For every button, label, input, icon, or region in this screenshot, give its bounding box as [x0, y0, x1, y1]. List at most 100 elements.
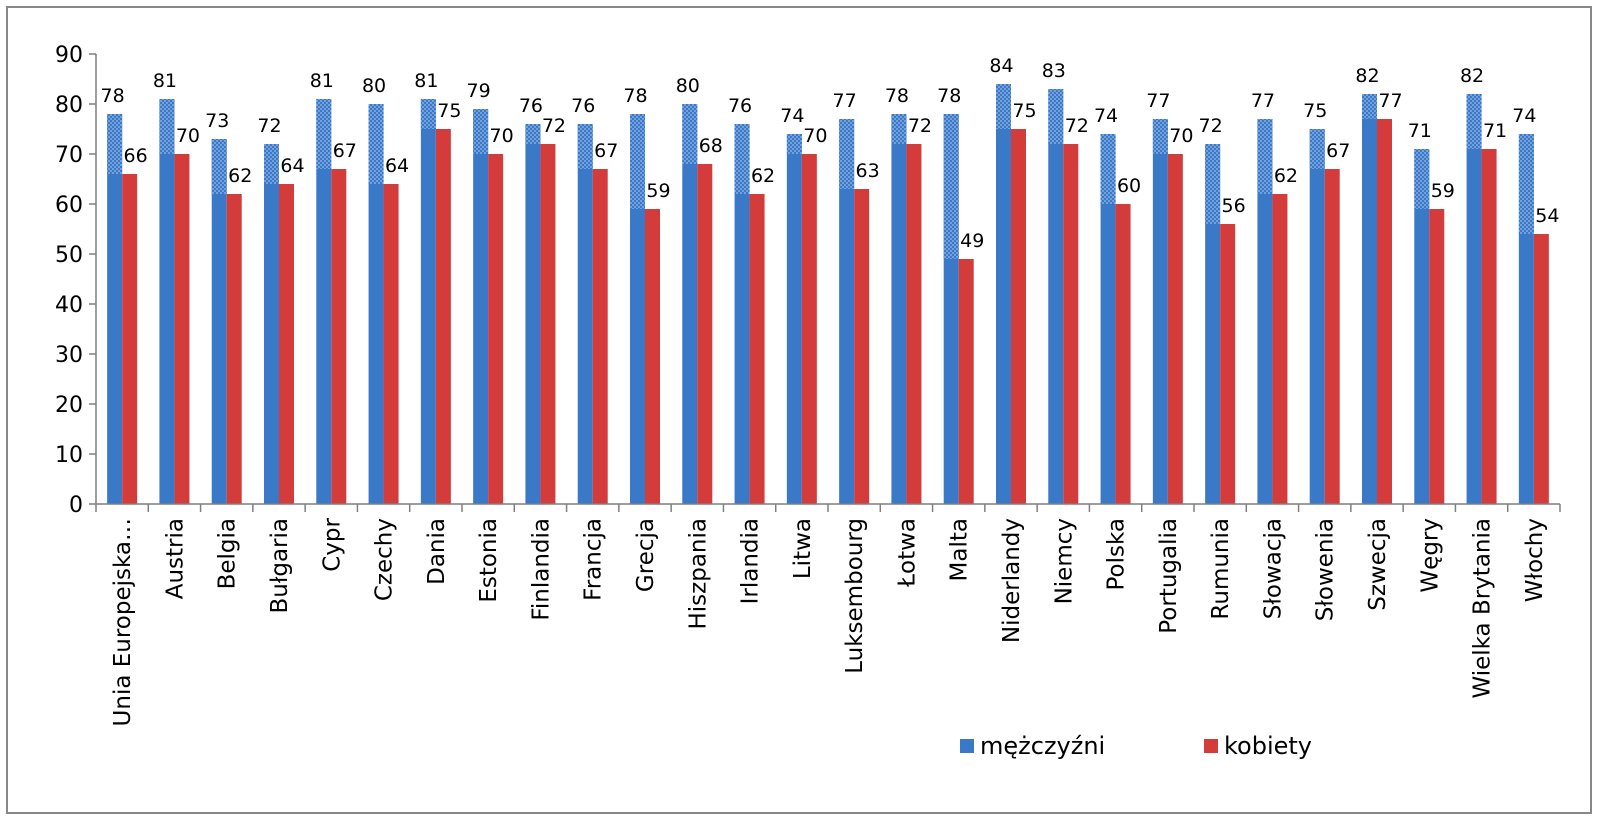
- bar-men: [786, 134, 802, 504]
- x-category-label: Francja: [581, 518, 607, 601]
- data-label-women: 72: [1065, 115, 1089, 137]
- x-category-label: Irlandia: [738, 518, 764, 604]
- y-axis: 0 10 20 30 40 50 60 70 80 90: [55, 43, 97, 518]
- data-label-men: 72: [1199, 115, 1223, 137]
- bar-men: [107, 114, 123, 504]
- bar-men: [1257, 119, 1273, 504]
- bar-women: [854, 189, 870, 504]
- bar-men: [1205, 144, 1221, 504]
- bar-women: [1533, 234, 1549, 504]
- data-label-women: 77: [1378, 90, 1402, 112]
- y-tick-label: 70: [55, 143, 83, 168]
- data-label-men: 79: [467, 80, 491, 102]
- data-label-men: 78: [885, 85, 909, 107]
- data-label-men: 74: [1512, 105, 1536, 127]
- bar-men-texture: [211, 139, 227, 194]
- y-tick-label: 90: [55, 43, 83, 68]
- bar-men: [368, 104, 384, 504]
- x-category-label: Szwecja: [1365, 518, 1391, 611]
- data-label-women: 70: [176, 125, 200, 147]
- data-label-men: 72: [257, 115, 281, 137]
- bar-women: [1324, 169, 1340, 504]
- bar-women: [279, 184, 294, 504]
- data-label-men: 76: [571, 95, 595, 117]
- bar-men-texture: [1205, 144, 1221, 224]
- bar-men-texture: [1100, 134, 1116, 204]
- bar-men-texture: [1466, 94, 1482, 149]
- bar-men: [1466, 94, 1482, 504]
- data-label-women: 62: [228, 165, 252, 187]
- bar-men-texture: [1362, 94, 1377, 119]
- data-label-women: 49: [960, 230, 984, 252]
- x-category-label: Wielka Brytania: [1470, 518, 1496, 699]
- bar-men: [996, 84, 1011, 504]
- bar-women: [1429, 209, 1445, 504]
- x-category-label: Unia Europejska…: [110, 518, 136, 726]
- data-label-women: 68: [699, 135, 723, 157]
- bar-men-texture: [316, 99, 332, 169]
- bar-women: [540, 144, 556, 504]
- bar-men-texture: [264, 144, 279, 184]
- bar-women: [906, 144, 922, 504]
- y-tick-label: 10: [55, 443, 83, 468]
- data-label-women: 64: [280, 155, 304, 177]
- y-tick-label: 30: [55, 343, 83, 368]
- x-category-label: Niderlandy: [999, 518, 1025, 643]
- data-label-men: 76: [728, 95, 752, 117]
- data-label-women: 72: [908, 115, 932, 137]
- bar-men-texture: [420, 99, 436, 129]
- data-label-women: 64: [385, 155, 409, 177]
- data-label-women: 67: [594, 140, 618, 162]
- bar-men: [734, 124, 750, 504]
- data-label-men: 77: [1146, 90, 1170, 112]
- x-category-label: Czechy: [372, 518, 398, 601]
- x-category-label: Malta: [947, 518, 973, 581]
- bar-men-texture: [1518, 134, 1534, 234]
- bar-men: [473, 109, 489, 504]
- x-category-label: Estonia: [476, 518, 502, 603]
- bar-women: [1377, 119, 1392, 504]
- bar-men: [1048, 89, 1064, 504]
- bar-men-texture: [1309, 129, 1325, 169]
- bar-men-texture: [682, 104, 698, 164]
- bar-women: [122, 174, 138, 504]
- bar-men: [420, 99, 436, 504]
- data-label-men: 78: [623, 85, 647, 107]
- legend-swatch-women: [1204, 739, 1218, 753]
- data-label-women: 71: [1483, 120, 1507, 142]
- bar-women: [645, 209, 660, 504]
- data-labels: 7866817073627264816780648175797076727667…: [101, 55, 1560, 252]
- x-category-label: Łotwa: [894, 518, 920, 588]
- data-label-women: 67: [333, 140, 357, 162]
- data-label-women: 56: [1222, 195, 1246, 217]
- x-category-label: Rumunia: [1208, 518, 1234, 620]
- data-label-men: 71: [1408, 120, 1432, 142]
- x-category-label: Włochy: [1522, 518, 1548, 602]
- bar-men-texture: [891, 114, 907, 144]
- bar-women: [749, 194, 765, 504]
- bar-women: [1011, 129, 1026, 504]
- bar-women: [383, 184, 399, 504]
- bar-men-texture: [630, 114, 645, 209]
- x-category-label: Polska: [1104, 518, 1130, 591]
- bar-men: [1309, 129, 1325, 504]
- bar-men: [525, 124, 541, 504]
- data-label-men: 74: [1094, 105, 1118, 127]
- x-category-label: Finlandia: [528, 518, 554, 621]
- bar-men-texture: [159, 99, 175, 154]
- data-label-men: 83: [1042, 60, 1066, 82]
- y-tick-label: 80: [55, 93, 83, 118]
- data-label-women: 75: [437, 100, 461, 122]
- bar-women: [1167, 154, 1183, 504]
- data-label-men: 80: [362, 75, 386, 97]
- x-category-label: Hiszpania: [685, 518, 711, 630]
- bar-women: [697, 164, 713, 504]
- x-category-label: Słowacja: [1260, 518, 1286, 619]
- bar-women: [1115, 204, 1131, 504]
- bar-men-texture: [839, 119, 855, 189]
- x-category-label: Słowenia: [1313, 518, 1339, 621]
- data-label-men: 78: [101, 85, 125, 107]
- bar-women: [1272, 194, 1288, 504]
- bar-men-texture: [1257, 119, 1273, 194]
- bar-men: [1152, 119, 1168, 504]
